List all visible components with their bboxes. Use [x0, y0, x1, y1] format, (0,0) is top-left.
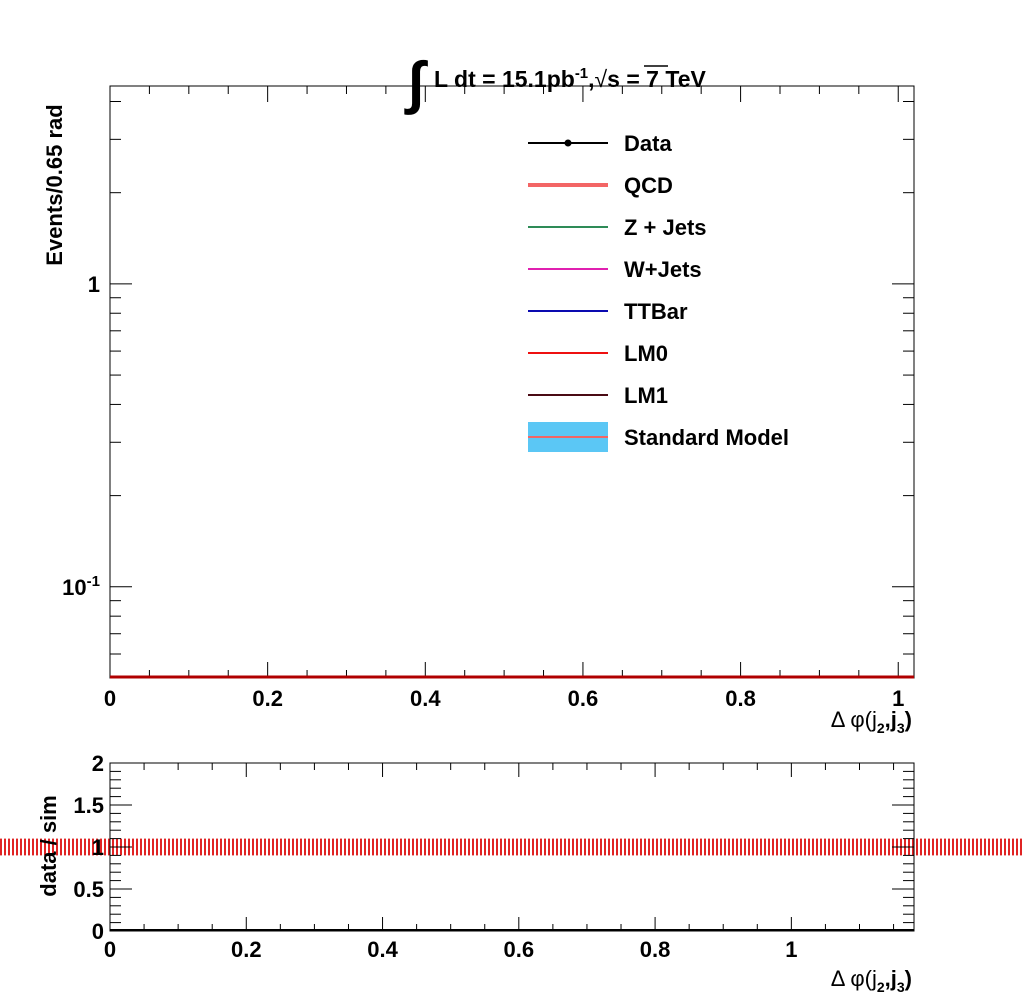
ratio-xlabel-sub1: 2: [877, 979, 885, 995]
legend-label: LM0: [624, 341, 668, 366]
main-xlabel-suffix: ): [905, 707, 912, 732]
main-y-tick-exponent: -1: [87, 573, 100, 590]
legend-entry: Standard Model: [528, 422, 789, 452]
legend-entry: Z + Jets: [528, 215, 707, 240]
ratio-y-tick-label: 1: [92, 835, 104, 860]
ratio-xlabel-suffix: ): [905, 966, 912, 991]
ratio-y-tick-label: 0: [92, 919, 104, 944]
legend-entry: LM1: [528, 383, 668, 408]
ratio-x-ticks: 0 0.2 0.4 0.6 0.8 1: [104, 763, 895, 962]
title-sqrt-symbol: √: [595, 66, 608, 92]
main-x-tick-label: 0.6: [568, 686, 599, 711]
legend-label: LM1: [624, 383, 668, 408]
legend-label: Data: [624, 131, 672, 156]
legend-label: Standard Model: [624, 425, 789, 450]
title-lumi-exponent: -1: [575, 65, 588, 82]
ratio-uncertainty-band: [0, 838, 1024, 856]
ratio-y-axis-label: data / sim: [36, 795, 61, 896]
ratio-x-tick-label: 0.8: [640, 937, 671, 962]
legend-entry: QCD: [528, 173, 673, 198]
legend-label: W+Jets: [624, 257, 702, 282]
ratio-x-tick-label: 0.6: [504, 937, 535, 962]
ratio-y-tick-label: 2: [92, 751, 104, 776]
ratio-x-tick-label: 1: [785, 937, 797, 962]
main-x-tick-label: 0.8: [725, 686, 756, 711]
ratio-panel: 0 0.2 0.4 0.6 0.8 1 0 0.5 1 1.5 2 data / sim Δ φ(…: [0, 751, 1024, 995]
title-energy: s = 7 TeV: [607, 66, 706, 92]
title-lumi: L dt = 15.1pb: [434, 66, 575, 92]
legend-entry: Data: [528, 131, 672, 156]
ratio-y-tick-label: 1.5: [73, 793, 104, 818]
legend-label: Z + Jets: [624, 215, 707, 240]
ratio-xlabel-prefix: Δ φ(j: [831, 966, 877, 991]
legend-label: QCD: [624, 173, 673, 198]
main-x-tick-label: 0: [104, 686, 116, 711]
main-plot-frame: [109, 85, 915, 679]
main-x-ticks: 0 0.2 0.4 0.6 0.8 1: [104, 86, 904, 711]
main-x-tick-label: 1: [892, 686, 904, 711]
legend-entry: TTBar: [528, 299, 688, 324]
legend: Data QCD Z + Jets W+Jets TTBar LM0 LM1 Standard…: [528, 131, 789, 452]
main-x-tick-label: 0.4: [410, 686, 441, 711]
main-y-ticks: 1 10-1: [62, 100, 914, 679]
legend-entry: LM0: [528, 341, 668, 366]
ratio-y-tick-label: 0.5: [73, 877, 104, 902]
main-y-tick-label: 1: [88, 272, 100, 297]
ratio-x-tick-label: 0.4: [367, 937, 398, 962]
main-x-tick-label: 0.2: [252, 686, 283, 711]
legend-entry: W+Jets: [528, 257, 702, 282]
title-separator: ,: [588, 66, 594, 92]
main-x-axis-label: Δ φ(j2,j3): [831, 707, 912, 736]
main-xlabel-sub1: 2: [877, 720, 885, 736]
main-y-tick-base: 1: [88, 272, 100, 297]
main-xlabel-mid: ,j: [885, 707, 897, 732]
main-xlabel-prefix: Δ φ(j: [831, 707, 877, 732]
ratio-x-tick-label: 0: [104, 937, 116, 962]
main-y-axis-label: Events/0.65 rad: [42, 104, 67, 265]
ratio-xlabel-mid: ,j: [885, 966, 897, 991]
ratio-xlabel-sub2: 3: [897, 979, 905, 995]
main-y-tick-base: 10: [62, 575, 86, 600]
chart-title: L dt = 15.1pb-1,√s = 7 TeV: [434, 65, 706, 92]
main-y-tick-label: 10-1: [62, 573, 100, 600]
legend-label: TTBar: [624, 299, 688, 324]
ratio-x-tick-label: 0.2: [231, 937, 262, 962]
ratio-x-axis-label: Δ φ(j2,j3): [831, 966, 912, 995]
legend-marker: [564, 139, 572, 147]
main-panel: 0 0.2 0.4 0.6 0.8 1 110-1 ∫ L dt = 15.1pb-1,√…: [42, 50, 915, 736]
main-xlabel-sub2: 3: [897, 720, 905, 736]
title-integral-symbol: ∫: [404, 50, 428, 115]
